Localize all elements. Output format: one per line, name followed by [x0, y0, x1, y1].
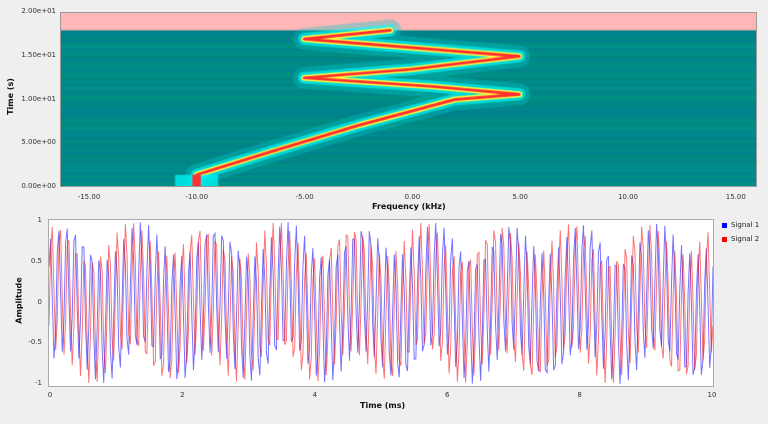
x-tick-label: 8 — [570, 391, 590, 399]
legend-swatch-icon — [722, 237, 727, 242]
y-tick-label: 0 — [10, 298, 42, 306]
y-tick-label: 0.5 — [10, 257, 42, 265]
x-tick-label: 0.00 — [398, 193, 426, 201]
y-tick-label: 1 — [10, 216, 42, 224]
waterfall-plot[interactable] — [60, 12, 757, 187]
series-signal-2 — [49, 223, 713, 383]
x-tick-label: 10.00 — [614, 193, 642, 201]
legend-signal-1[interactable]: Signal 1 — [722, 221, 759, 229]
y-tick-label: 1.00e+01 — [6, 95, 56, 103]
x-tick-label: 6 — [437, 391, 457, 399]
x-tick-label: 5.00 — [506, 193, 534, 201]
y-tick-label: -1 — [10, 379, 42, 387]
y-tick-label: 0.00e+00 — [6, 182, 56, 190]
x-tick-label: -15.00 — [75, 193, 103, 201]
x-tick-label: -10.00 — [183, 193, 211, 201]
x-tick-label: 0 — [40, 391, 60, 399]
x-tick-label: 10 — [702, 391, 722, 399]
time-plot[interactable] — [48, 219, 714, 387]
waterfall-x-title: Frequency (kHz) — [372, 202, 446, 211]
y-tick-label: 1.50e+01 — [6, 51, 56, 59]
x-tick-label: 4 — [305, 391, 325, 399]
x-tick-label: 2 — [172, 391, 192, 399]
y-tick-label: -0.5 — [10, 338, 42, 346]
legend-label: Signal 1 — [731, 221, 759, 229]
legend-swatch-icon — [722, 223, 727, 228]
x-tick-label: -5.00 — [291, 193, 319, 201]
time-x-title: Time (ms) — [360, 401, 405, 410]
legend-signal-2[interactable]: Signal 2 — [722, 235, 759, 243]
y-tick-label: 5.00e+00 — [6, 138, 56, 146]
legend-label: Signal 2 — [731, 235, 759, 243]
x-tick-label: 15.00 — [722, 193, 750, 201]
y-tick-label: 2.00e+01 — [6, 7, 56, 15]
